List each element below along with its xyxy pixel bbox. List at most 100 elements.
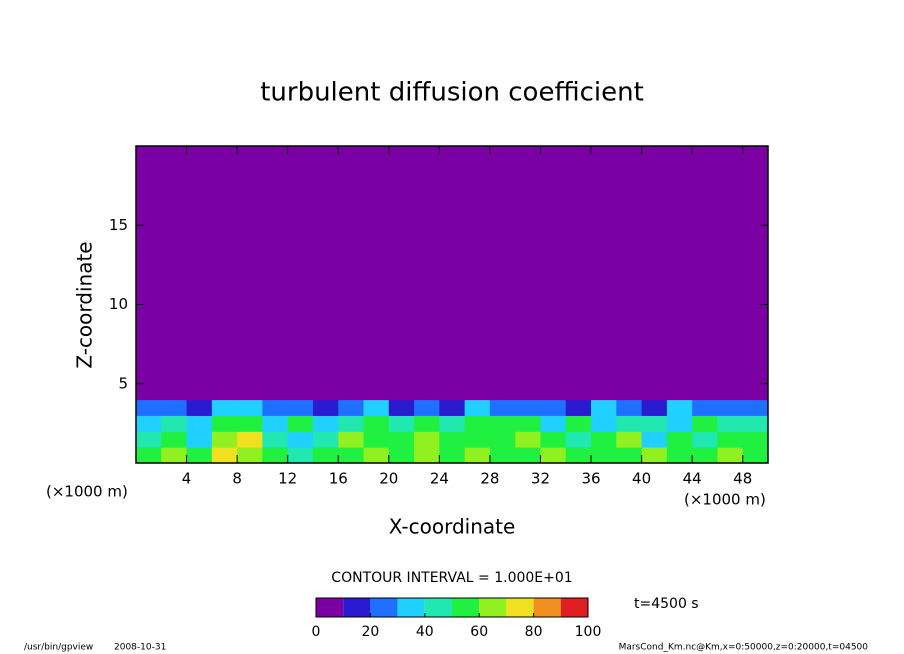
contour-cell [338,415,365,432]
contour-cell [641,447,668,464]
contour-cell [186,447,213,464]
contour-cell [666,447,693,464]
contour-cell [363,447,390,464]
contour-cell [136,431,162,448]
contour-cell [717,447,744,464]
x-tick-label: 20 [379,470,398,488]
contour-cell [312,415,339,432]
x-tick-label: 44 [683,470,702,488]
contour-cell [414,447,440,464]
contour-cell [489,399,516,416]
colorbar-swatch [452,598,480,617]
contour-cell [464,399,491,416]
contour-cell [565,146,592,401]
contour-cell [287,447,314,464]
contour-cell [742,447,769,464]
contour-cell [211,431,238,448]
x-tick-label: 16 [329,470,348,488]
contour-cell [262,415,289,432]
x-unit: (×1000 m) [684,491,766,509]
colorbar-tick-label: 40 [416,624,434,640]
contour-cell [388,447,415,464]
contour-cell [641,415,668,432]
colorbar-tick-label: 20 [361,624,379,640]
contour-cell [641,146,668,401]
contour-cell [666,415,693,432]
contour-cell [414,146,440,401]
contour-cell [742,431,769,448]
contour-cell [464,431,491,448]
contour-cell [237,415,263,432]
contour-cell [616,431,643,448]
colorbar-swatch [397,598,425,617]
contour-cell [439,447,466,464]
contour-cell [692,399,718,416]
contour-cell [262,447,289,464]
contour-cell [616,399,643,416]
contour-cell [565,399,592,416]
contour-cell [591,146,617,401]
contour-cell [186,431,213,448]
contour-cell [136,415,162,432]
contour-cell [414,415,440,432]
contour-cell [540,431,567,448]
contour-cell [211,399,238,416]
contour-cell [439,415,466,432]
colorbar-swatch [533,598,561,617]
contour-cell [312,399,339,416]
contour-cell [439,431,466,448]
contour-cell [616,415,643,432]
contour-cell [363,431,390,448]
colorbar-tick-label: 0 [312,624,321,640]
contour-cell [338,431,365,448]
contour-cell [591,431,617,448]
contour-interval: CONTOUR INTERVAL = 1.000E+01 [331,570,572,586]
contour-cell [388,146,415,401]
contour-cell [237,399,263,416]
x-axis-label: X-coordinate [389,515,516,539]
contour-cell [161,431,188,448]
contour-cell [666,431,693,448]
colorbar-swatch [506,598,534,617]
contour-cell [540,415,567,432]
contour-cell [388,431,415,448]
contour-cell [414,399,440,416]
colorbar-swatch [479,598,507,617]
contour-cell [717,431,744,448]
contour-cell [641,431,668,448]
colorbar-tick-label: 60 [470,624,488,640]
contour-cell [338,399,365,416]
contour-cell [262,399,289,416]
contour-cell [186,399,213,416]
contour-cell [591,399,617,416]
contour-cell [363,146,390,401]
contour-cell [591,415,617,432]
y-axis-label: Z-coordinate [73,241,97,368]
colorbar-swatch [370,598,398,617]
contour-cell [312,146,339,401]
contour-cell [464,146,491,401]
contour-cell [136,399,162,416]
x-tick-label: 48 [733,470,752,488]
contour-cell [161,146,188,401]
colorbar-swatch [424,598,452,617]
contour-cell [489,415,516,432]
contour-cell [515,431,541,448]
y-tick-label: 5 [118,374,128,392]
contour-cell [515,399,541,416]
contour-cell [287,399,314,416]
x-tick-label: 24 [430,470,449,488]
contour-cell [565,415,592,432]
colorbar-frame [315,597,589,618]
contour-cell [489,146,516,401]
contour-cell [515,146,541,401]
contour-cell [464,447,491,464]
x-tick-label: 12 [278,470,297,488]
contour-cell [363,399,390,416]
time-label: t=4500 s [634,596,699,612]
contour-cell [287,415,314,432]
contour-cell [515,447,541,464]
contour-cell [692,447,718,464]
contour-cell [211,146,238,401]
